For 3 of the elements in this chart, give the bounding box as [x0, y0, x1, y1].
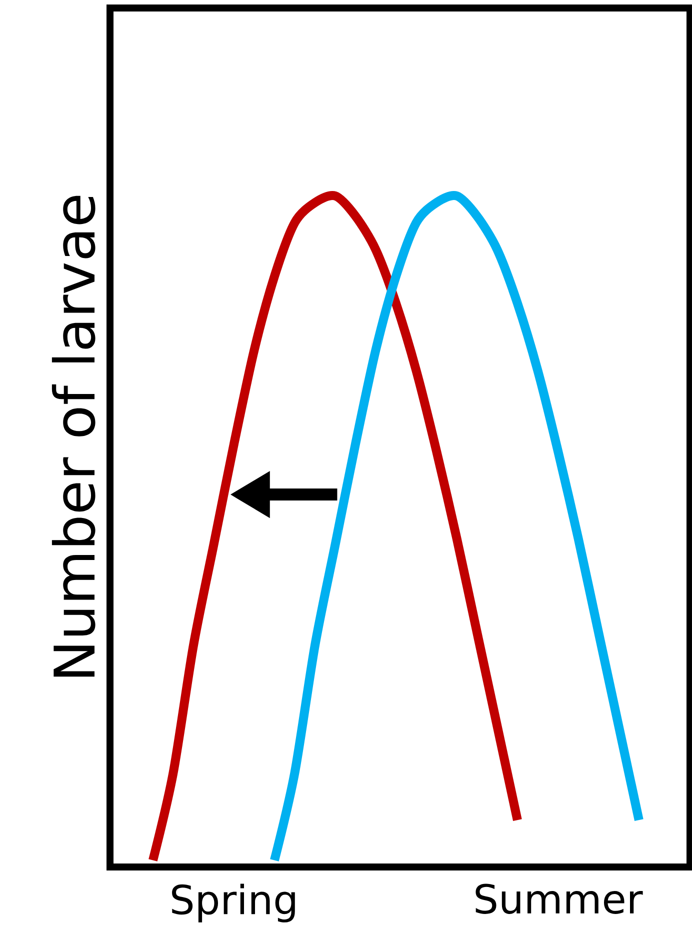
x-tick-label: Spring [172, 884, 295, 922]
y-axis-title: Number of larvae [52, 196, 96, 677]
x-tick-label: Summer [476, 884, 643, 914]
